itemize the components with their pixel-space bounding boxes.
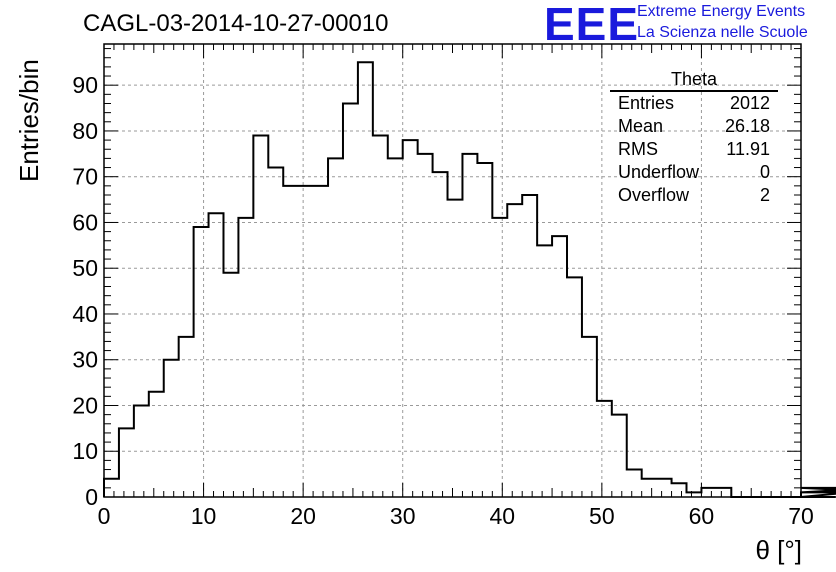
histogram-bin	[612, 415, 627, 497]
histogram-bin	[448, 200, 463, 497]
histogram-bin	[328, 158, 343, 497]
y-tick-label: 70	[72, 164, 98, 190]
histogram-bin	[597, 401, 612, 497]
histogram-bin	[179, 337, 194, 497]
histogram-bin	[672, 483, 687, 497]
histogram-bin	[537, 245, 552, 497]
histogram-bin	[582, 337, 597, 497]
histogram-bin	[268, 168, 283, 497]
histogram-bin	[283, 186, 298, 497]
y-tick-label: 10	[72, 438, 98, 464]
histogram-bin	[642, 479, 657, 497]
histogram-bin	[522, 195, 537, 497]
histogram-bin	[313, 186, 328, 497]
histogram-bin	[149, 392, 164, 497]
y-tick-label: 40	[72, 301, 98, 327]
y-tick-label: 30	[72, 347, 98, 373]
histogram-bin	[492, 218, 507, 497]
stats-value-overflow: 2	[759, 185, 770, 205]
histogram-bin	[686, 492, 701, 497]
histogram-bin	[627, 470, 642, 497]
histogram-bin	[104, 479, 119, 497]
histogram-bin	[567, 277, 582, 497]
histogram-bin	[223, 273, 238, 497]
histogram-bin	[477, 163, 492, 497]
x-tick-label: 30	[390, 503, 416, 529]
y-tick-label: 80	[72, 118, 98, 144]
histogram-bin	[403, 140, 418, 497]
y-tick-label: 50	[72, 255, 98, 281]
histogram-bin	[701, 488, 716, 497]
histogram-bin	[373, 136, 388, 497]
histogram-bin	[657, 479, 672, 497]
x-tick-label: 0	[98, 503, 111, 529]
stats-value-entries: 2012	[729, 93, 770, 113]
stats-box-title: Theta	[610, 68, 778, 92]
histogram-bin	[716, 488, 731, 497]
logo-subtitle-line1: Extreme Energy Events	[637, 3, 806, 20]
x-tick-label: 60	[689, 503, 715, 529]
stats-value-rms: 11.91	[726, 139, 770, 159]
histogram-bin	[134, 405, 149, 497]
histogram-bin	[462, 154, 477, 497]
histogram-bin	[194, 227, 209, 497]
stats-box: Theta Entries 2012 Mean 26.18 RMS 11.91 …	[610, 68, 778, 207]
histogram-bin	[418, 154, 433, 497]
x-axis-label: θ [°]	[755, 535, 802, 565]
stats-label-underflow: Underflow	[618, 162, 700, 182]
histogram-outline	[103, 61, 836, 498]
stats-label-entries: Entries	[618, 93, 675, 113]
stats-label-mean: Mean	[618, 116, 664, 136]
y-axis-label: Entries/bin	[14, 59, 44, 182]
histogram-bin	[164, 360, 179, 497]
x-tick-label: 20	[290, 503, 316, 529]
stats-row-mean: Mean 26.18	[610, 115, 778, 138]
logo-subtitle-line2: La Scienza nelle Scuole	[637, 24, 808, 41]
y-tick-label: 60	[72, 209, 98, 235]
histogram-bin	[507, 204, 522, 497]
stats-value-underflow: 0	[759, 162, 770, 182]
stats-row-entries: Entries 2012	[610, 92, 778, 115]
stats-value-mean: 26.18	[724, 116, 770, 136]
eee-logo: EEE	[544, 0, 640, 50]
histogram-bin	[253, 136, 268, 497]
stats-row-rms: RMS 11.91	[610, 138, 778, 161]
y-tick-label: 20	[72, 392, 98, 418]
histogram-bin	[433, 172, 448, 497]
stats-row-overflow: Overflow 2	[610, 184, 778, 207]
histogram-bin	[119, 428, 134, 497]
chart-title: CAGL-03-2014-10-27-00010	[83, 10, 389, 37]
y-tick-label: 90	[72, 72, 98, 98]
histogram-bin	[388, 158, 403, 497]
histogram-bin	[552, 236, 567, 497]
histogram-bin	[358, 62, 373, 497]
y-tick-label: 0	[85, 484, 98, 510]
x-tick-label: 70	[788, 503, 814, 529]
x-tick-label: 10	[191, 503, 217, 529]
histogram-bin	[298, 186, 313, 497]
x-tick-label: 50	[589, 503, 615, 529]
stats-row-underflow: Underflow 0	[610, 161, 778, 184]
histogram-bin	[209, 213, 224, 497]
histogram-bin	[238, 218, 253, 497]
x-tick-label: 40	[489, 503, 515, 529]
stats-label-overflow: Overflow	[618, 185, 690, 205]
stats-label-rms: RMS	[618, 139, 658, 159]
histogram-bin	[343, 103, 358, 497]
